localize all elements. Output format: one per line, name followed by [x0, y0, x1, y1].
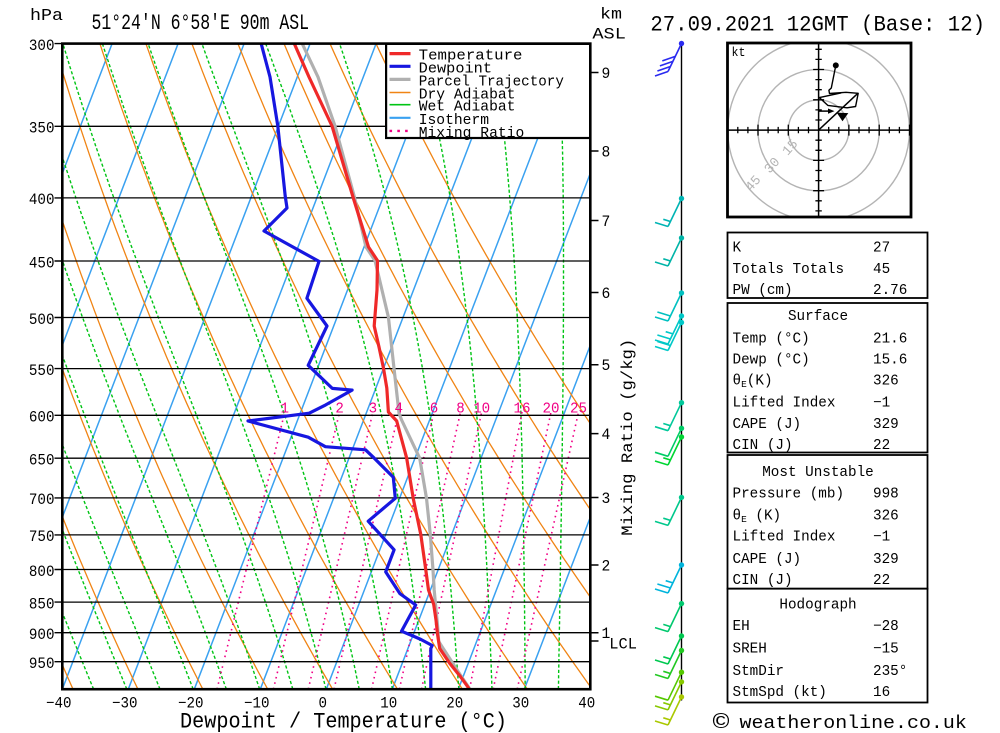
svg-text:20: 20 [543, 401, 560, 417]
svg-text:Temperature: Temperature [419, 48, 523, 65]
svg-text:16: 16 [514, 401, 531, 417]
svg-text:−30: −30 [112, 694, 138, 712]
svg-text:9: 9 [602, 65, 611, 83]
svg-text:600: 600 [29, 409, 55, 427]
svg-text:−10: −10 [244, 694, 270, 712]
svg-text:950: 950 [29, 655, 55, 673]
svg-text:Isotherm: Isotherm [419, 112, 489, 129]
svg-text:2.76: 2.76 [873, 283, 907, 299]
svg-text:500: 500 [29, 311, 55, 329]
svg-text:8: 8 [456, 401, 465, 417]
svg-text:1: 1 [602, 625, 611, 643]
svg-text:326: 326 [873, 509, 899, 525]
svg-text:650: 650 [29, 452, 55, 470]
svg-text:Parcel Trajectory: Parcel Trajectory [419, 73, 564, 90]
svg-text:27.09.2021 12GMT (Base: 12): 27.09.2021 12GMT (Base: 12) [650, 12, 985, 37]
svg-text:Lifted Index: Lifted Index [733, 395, 836, 411]
svg-text:8: 8 [602, 143, 611, 161]
svg-text:2: 2 [602, 557, 611, 575]
svg-text:998: 998 [873, 487, 899, 503]
svg-text:4: 4 [395, 401, 404, 417]
svg-text:40: 40 [578, 694, 595, 712]
svg-text:6: 6 [602, 285, 611, 303]
svg-text:4: 4 [602, 426, 611, 444]
svg-text:10: 10 [473, 401, 490, 417]
svg-text:−20: −20 [178, 694, 204, 712]
svg-text:Most Unstable: Most Unstable [762, 465, 874, 481]
svg-text:Temp (°C): Temp (°C) [733, 331, 810, 347]
svg-text:Surface: Surface [788, 309, 848, 325]
svg-text:StmSpd (kt): StmSpd (kt) [733, 685, 827, 701]
svg-text:800: 800 [29, 563, 55, 581]
svg-text:PW (cm): PW (cm) [733, 283, 793, 299]
svg-text:22: 22 [873, 438, 890, 454]
svg-text:−28: −28 [873, 619, 899, 635]
svg-text:km: km [600, 6, 622, 24]
svg-text:StmDir: StmDir [733, 664, 784, 680]
svg-text:−15: −15 [873, 641, 899, 657]
svg-text:900: 900 [29, 626, 55, 644]
svg-text:3: 3 [369, 401, 378, 417]
svg-text:27: 27 [873, 240, 890, 256]
svg-text:235°: 235° [873, 664, 907, 680]
svg-text:Mixing Ratio: Mixing Ratio [419, 125, 525, 142]
svg-text:Pressure (mb): Pressure (mb) [733, 487, 845, 503]
svg-text:Lifted Index: Lifted Index [733, 529, 836, 545]
svg-text:−1: −1 [873, 529, 890, 545]
svg-text:450: 450 [29, 254, 55, 272]
svg-text:K: K [733, 240, 742, 256]
svg-text:Mixing Ratio (g/kg): Mixing Ratio (g/kg) [619, 339, 637, 536]
svg-text:3: 3 [602, 490, 611, 508]
svg-text:329: 329 [873, 552, 899, 568]
svg-text:Wet Adiabat: Wet Adiabat [419, 99, 516, 116]
svg-text:2: 2 [335, 401, 344, 417]
svg-text:20: 20 [446, 694, 463, 712]
svg-text:©: © [713, 713, 731, 733]
svg-text:5: 5 [602, 357, 611, 375]
svg-text:Dewpoint / Temperature (°C): Dewpoint / Temperature (°C) [180, 709, 507, 733]
svg-text:400: 400 [29, 191, 55, 209]
svg-text:700: 700 [29, 491, 55, 509]
svg-text:SREH: SREH [733, 641, 767, 657]
svg-text:6: 6 [430, 401, 439, 417]
svg-text:θE(K): θE(K) [733, 374, 773, 391]
svg-text:ASL: ASL [592, 26, 626, 44]
svg-text:Dry Adiabat: Dry Adiabat [419, 87, 516, 104]
svg-text:LCL: LCL [609, 636, 637, 654]
svg-text:CAPE (J): CAPE (J) [733, 552, 802, 568]
svg-text:0: 0 [319, 694, 328, 712]
svg-text:hPa: hPa [30, 7, 63, 26]
svg-text:30: 30 [512, 694, 529, 712]
svg-text:7: 7 [602, 213, 611, 231]
svg-text:51°24'N 6°58'E 90m ASL: 51°24'N 6°58'E 90m ASL [92, 11, 310, 36]
svg-text:Dewp (°C): Dewp (°C) [733, 353, 810, 369]
svg-text:−1: −1 [873, 395, 890, 411]
svg-text:Dewpoint: Dewpoint [419, 60, 492, 77]
svg-text:kt: kt [732, 45, 746, 60]
svg-text:329: 329 [873, 417, 899, 433]
svg-text:1: 1 [281, 401, 290, 417]
svg-text:21.6: 21.6 [873, 331, 907, 347]
svg-text:550: 550 [29, 362, 55, 380]
svg-text:15.6: 15.6 [873, 353, 907, 369]
svg-text:Hodograph: Hodograph [779, 597, 856, 613]
svg-text:22: 22 [873, 573, 890, 589]
svg-text:θE (K): θE (K) [733, 509, 782, 526]
svg-text:10: 10 [380, 694, 397, 712]
svg-text:CIN (J): CIN (J) [733, 438, 793, 454]
svg-text:300: 300 [29, 37, 55, 55]
svg-text:−40: −40 [46, 694, 72, 712]
svg-text:326: 326 [873, 374, 899, 390]
svg-text:350: 350 [29, 120, 55, 138]
svg-text:850: 850 [29, 595, 55, 613]
svg-text:CAPE (J): CAPE (J) [733, 417, 802, 433]
svg-text:Totals Totals: Totals Totals [733, 262, 845, 278]
svg-text:CIN (J): CIN (J) [733, 573, 793, 589]
svg-text:25: 25 [570, 401, 587, 417]
svg-text:EH: EH [733, 619, 750, 635]
svg-text:750: 750 [29, 528, 55, 546]
svg-text:16: 16 [873, 685, 890, 701]
svg-text:45: 45 [873, 262, 890, 278]
svg-text:weatheronline.co.uk: weatheronline.co.uk [740, 714, 967, 733]
